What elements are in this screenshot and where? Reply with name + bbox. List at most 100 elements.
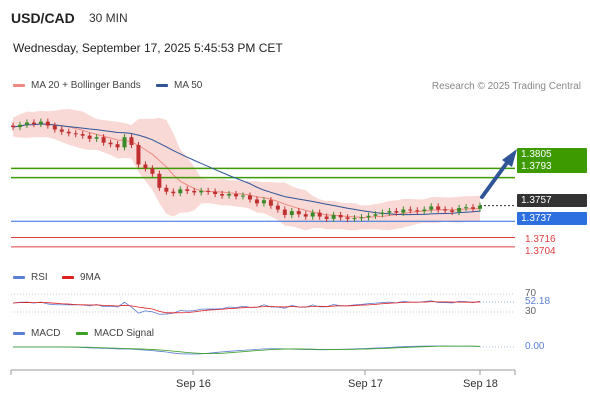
candle-body — [352, 218, 357, 220]
rsi-swatch — [13, 276, 25, 279]
candle-body — [345, 217, 350, 219]
candle-body — [478, 205, 482, 209]
candle-body — [422, 209, 427, 212]
candle-body — [471, 207, 476, 209]
legend-ma20: MA 20 + Bollinger Bands — [13, 80, 141, 91]
candle-body — [310, 212, 315, 217]
candle-body — [52, 125, 57, 130]
macd-signal-line — [13, 345, 481, 355]
arrow-shaft — [480, 158, 511, 199]
candle-body — [401, 209, 406, 213]
rsi-value-label: 52.18 — [525, 296, 551, 307]
candle-body — [213, 191, 218, 194]
candle-body — [66, 131, 71, 134]
legend-rsi-ma: 9MA — [62, 272, 101, 283]
legend-macd: MACD — [13, 328, 60, 339]
candle-body — [282, 209, 287, 215]
arrow-head — [502, 149, 517, 167]
candle-body — [59, 129, 64, 132]
price-levels — [11, 167, 515, 248]
legend-ma20-label: MA 20 + Bollinger Bands — [31, 80, 141, 91]
candle-body — [303, 214, 308, 217]
candle-body — [359, 217, 364, 219]
candle-body — [247, 195, 252, 200]
candle-body — [394, 211, 399, 213]
candle-body — [275, 205, 280, 210]
pivot-tag: 1.3737 — [517, 212, 587, 225]
current-price-tag: 1.3757 — [517, 194, 587, 207]
candle-body — [234, 194, 239, 197]
candle-body — [443, 209, 448, 211]
candle-body — [11, 125, 15, 128]
candle-body — [261, 200, 266, 204]
macd-panel — [13, 345, 515, 355]
xtick-sep17: Sep 17 — [348, 378, 383, 390]
legend-ma50: MA 50 — [156, 80, 202, 91]
candle-body — [331, 215, 336, 219]
time-axis — [10, 369, 516, 375]
legend-rsi: RSI — [13, 272, 48, 283]
candles — [11, 118, 482, 222]
candle-body — [129, 137, 134, 145]
candle-body — [143, 164, 148, 169]
ma50-line — [12, 123, 481, 216]
candle-body — [192, 190, 197, 193]
resistance-1-tag: 1.3805 — [517, 148, 587, 161]
candle-body — [289, 211, 294, 215]
support-1-label: 1.3716 — [525, 234, 556, 245]
candle-body — [338, 215, 343, 218]
candle-body — [136, 145, 141, 165]
ma20-swatch — [13, 84, 25, 87]
candle-body — [450, 210, 455, 212]
legend-macd-label: MACD — [31, 328, 61, 339]
legend-macd-signal-label: MACD Signal — [94, 328, 155, 339]
candle-body — [150, 168, 155, 174]
candle-body — [122, 137, 127, 148]
rsi-panel — [11, 293, 515, 315]
forecast-arrow — [480, 149, 517, 199]
macd-swatch — [13, 332, 25, 335]
candle-body — [185, 189, 190, 191]
candle-body — [94, 137, 99, 139]
candle-body — [296, 211, 301, 215]
symbol-title: USD/CAD — [11, 10, 75, 26]
legend-rsi-ma-label: 9MA — [80, 272, 101, 283]
candle-body — [408, 209, 413, 211]
candle-body — [171, 191, 176, 194]
rsi-ma-swatch — [62, 276, 74, 279]
legend-ma50-label: MA 50 — [174, 80, 203, 91]
legend-macd-signal: MACD Signal — [76, 328, 154, 339]
candle-body — [115, 144, 120, 148]
candle-body — [45, 121, 50, 126]
candle-body — [87, 135, 92, 139]
candle-body — [436, 206, 441, 210]
candle-body — [73, 133, 78, 135]
candle-body — [380, 212, 385, 215]
candle-body — [464, 207, 469, 209]
candle-body — [415, 210, 420, 212]
candle-body — [268, 200, 273, 206]
datetime-label: Wednesday, September 17, 2025 5:45:53 PM… — [13, 41, 283, 55]
candle-body — [373, 214, 378, 216]
candle-body — [206, 190, 211, 192]
candle-body — [254, 199, 259, 204]
xtick-sep18: Sep 18 — [463, 378, 498, 390]
macd-line — [13, 345, 481, 355]
ma50-swatch — [156, 84, 168, 87]
rsi-upper-label: 70 — [525, 288, 537, 299]
xtick-sep16: Sep 16 — [176, 378, 211, 390]
candle-body — [366, 215, 371, 218]
credit-label: Research © 2025 Trading Central — [431, 81, 581, 92]
macd-signal-swatch — [76, 332, 88, 335]
rsi-ma-line — [12, 301, 481, 314]
macd-value-label: 0.00 — [525, 341, 545, 352]
resistance-2-tag: 1.3793 — [517, 160, 587, 173]
candle-body — [227, 194, 232, 196]
candle-body — [324, 216, 329, 219]
ma20-line — [12, 123, 481, 218]
candle-body — [31, 122, 36, 124]
rsi-lower-label: 30 — [525, 306, 537, 317]
candle-body — [164, 187, 169, 192]
candle-body — [80, 134, 85, 136]
